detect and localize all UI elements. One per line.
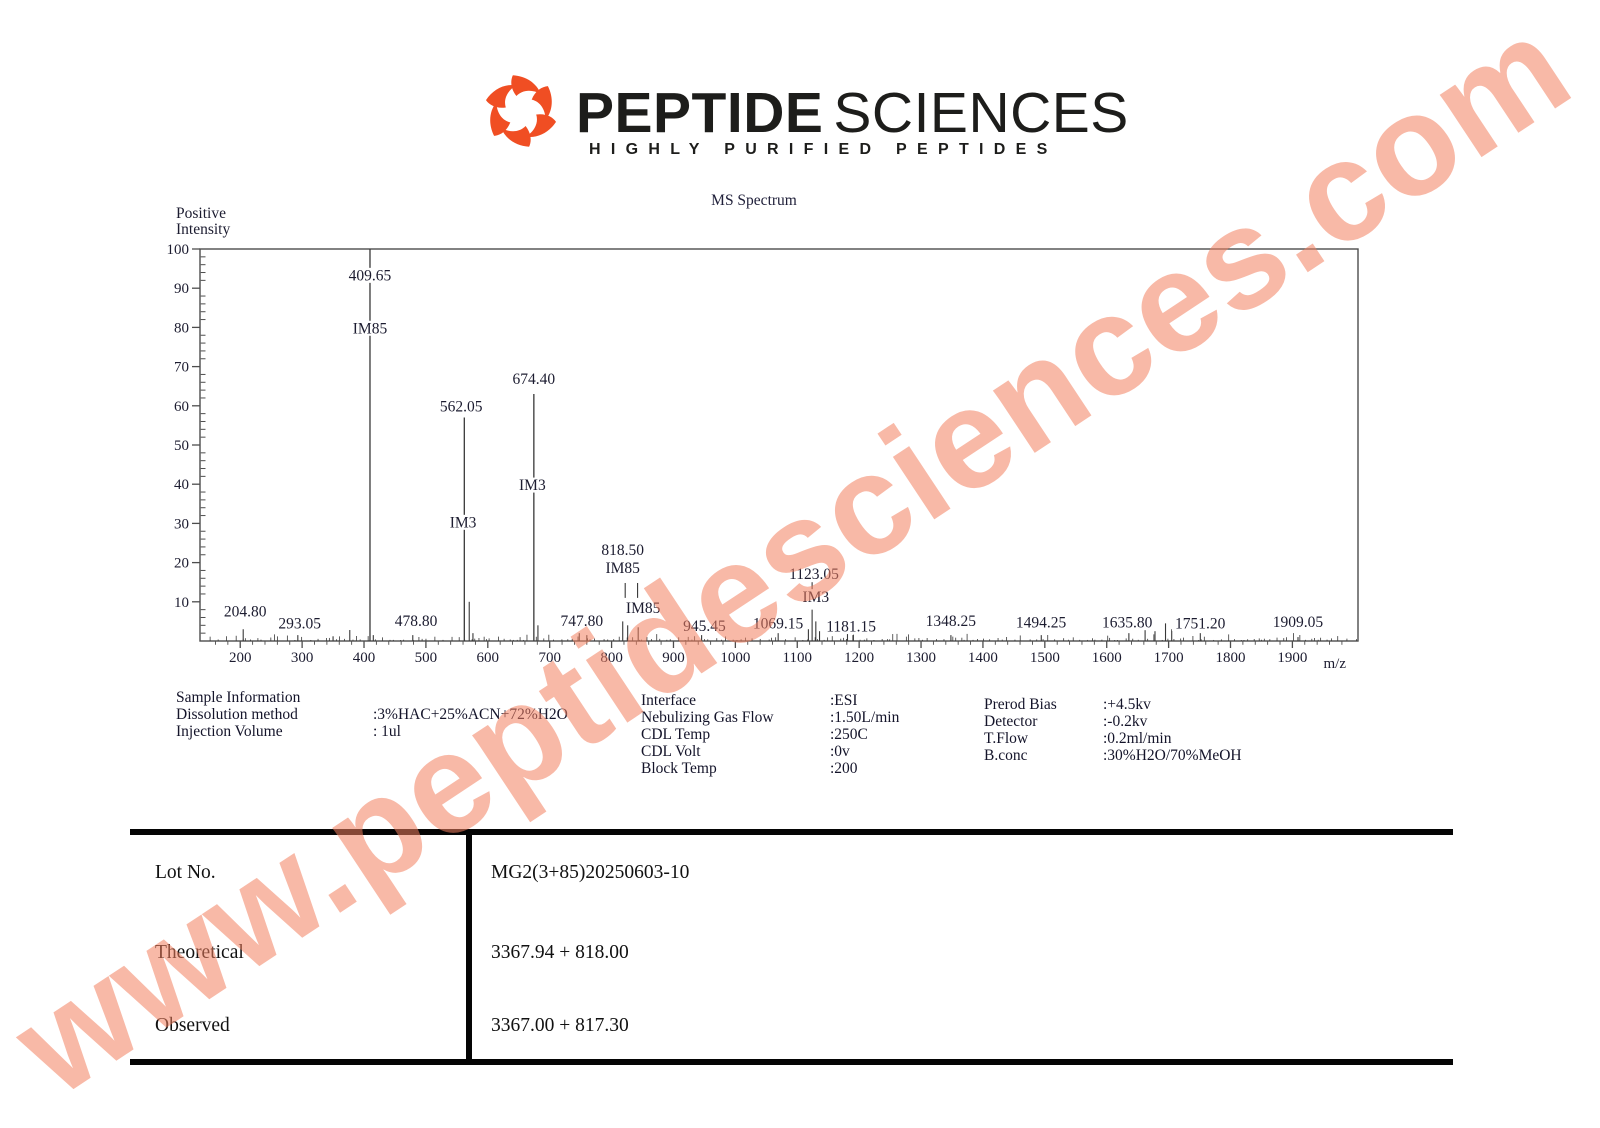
svg-text:40: 40 (174, 477, 189, 493)
observed-label: Observed (155, 1015, 230, 1036)
brand-title: PEPTIDE SCIENCES (576, 80, 1129, 146)
info-row: Detector :-0.2kv (984, 713, 1148, 730)
svg-text:674.40: 674.40 (513, 371, 556, 388)
svg-text:1909.05: 1909.05 (1273, 614, 1324, 631)
svg-text:1400: 1400 (968, 650, 998, 666)
sample-information-block: Sample Information Dissolution method :3… (176, 689, 568, 740)
instrument-params-block: Interface :ESI Nebulizing Gas Flow :1.50… (641, 692, 899, 777)
svg-text:80: 80 (174, 320, 189, 336)
svg-text:1348.25: 1348.25 (926, 613, 977, 630)
svg-text:Positive: Positive (176, 205, 226, 222)
info-row: Prerod Bias :+4.5kv (984, 696, 1151, 713)
table-column-divider (466, 835, 472, 1059)
brand-title-primary: PEPTIDE (576, 81, 824, 145)
info-row: Dissolution method :3%HAC+25%ACN+72%H2O (176, 706, 568, 723)
info-row: Block Temp :200 (641, 760, 858, 777)
svg-text:IM3: IM3 (802, 589, 829, 606)
svg-text:409.65: 409.65 (349, 267, 392, 284)
svg-text:100: 100 (167, 242, 190, 258)
info-row: Nebulizing Gas Flow :1.50L/min (641, 709, 900, 726)
results-table: Lot No. MG2(3+85)20250603-10 Theoretical… (130, 829, 1453, 1065)
svg-text:700: 700 (538, 650, 561, 666)
info-row: CDL Temp :250C (641, 726, 868, 743)
svg-text:600: 600 (477, 650, 500, 666)
svg-text:IM3: IM3 (450, 514, 477, 531)
svg-text:293.05: 293.05 (278, 615, 321, 632)
info-row: Interface :ESI (641, 692, 858, 709)
peptide-sciences-swirl-icon (482, 75, 560, 150)
svg-text:1751.20: 1751.20 (1175, 615, 1226, 632)
svg-text:60: 60 (174, 399, 189, 415)
svg-text:IM85: IM85 (605, 560, 640, 577)
svg-text:478.80: 478.80 (395, 613, 438, 630)
svg-text:1000: 1000 (720, 650, 750, 666)
svg-text:300: 300 (291, 650, 314, 666)
svg-text:70: 70 (174, 360, 189, 376)
svg-text:500: 500 (415, 650, 438, 666)
svg-text:IM3: IM3 (519, 477, 546, 494)
svg-text:IM85: IM85 (626, 600, 661, 617)
svg-text:204.80: 204.80 (224, 604, 267, 621)
svg-text:Intensity: Intensity (176, 221, 230, 238)
svg-text:1700: 1700 (1154, 650, 1184, 666)
svg-text:90: 90 (174, 281, 189, 297)
info-row: T.Flow :0.2ml/min (984, 730, 1172, 747)
svg-text:1635.80: 1635.80 (1102, 615, 1153, 632)
svg-text:1494.25: 1494.25 (1016, 615, 1067, 632)
svg-text:747.80: 747.80 (561, 613, 604, 630)
svg-text:562.05: 562.05 (440, 399, 483, 416)
svg-text:1500: 1500 (1030, 650, 1060, 666)
brand-tagline: HIGHLY PURIFIED PEPTIDES (589, 141, 1058, 158)
svg-text:200: 200 (229, 650, 252, 666)
svg-text:1181.15: 1181.15 (826, 619, 876, 636)
svg-text:400: 400 (353, 650, 376, 666)
theoretical-label: Theoretical (155, 942, 244, 963)
svg-text:1900: 1900 (1277, 650, 1307, 666)
svg-text:1600: 1600 (1092, 650, 1122, 666)
observed-value: 3367.00 + 817.30 (491, 1015, 629, 1036)
svg-text:20: 20 (174, 556, 189, 572)
svg-text:1800: 1800 (1216, 650, 1246, 666)
svg-text:1123.05: 1123.05 (789, 566, 839, 583)
svg-text:1069.15: 1069.15 (753, 615, 804, 632)
info-row: Injection Volume : 1ul (176, 723, 401, 740)
svg-text:MS Spectrum: MS Spectrum (711, 192, 797, 209)
svg-text:945.45: 945.45 (683, 618, 726, 635)
sample-info-header: Sample Information (176, 689, 301, 706)
info-row: CDL Volt :0v (641, 743, 850, 760)
lot-no-value: MG2(3+85)20250603-10 (491, 862, 690, 883)
svg-text:10: 10 (174, 595, 189, 611)
brand-title-secondary: SCIENCES (833, 81, 1129, 145)
lot-no-label: Lot No. (155, 862, 216, 883)
svg-text:50: 50 (174, 438, 189, 454)
svg-text:1100: 1100 (783, 650, 812, 666)
svg-text:m/z: m/z (1324, 656, 1347, 672)
info-row: B.conc :30%H2O/70%MeOH (984, 747, 1242, 764)
svg-text:1300: 1300 (906, 650, 936, 666)
svg-text:800: 800 (600, 650, 623, 666)
theoretical-value: 3367.94 + 818.00 (491, 942, 629, 963)
svg-text:IM85: IM85 (353, 320, 388, 337)
svg-text:1200: 1200 (844, 650, 874, 666)
detector-params-block: Prerod Bias :+4.5kv Detector :-0.2kv T.F… (984, 696, 1242, 764)
svg-text:818.50: 818.50 (601, 542, 644, 559)
svg-text:900: 900 (662, 650, 685, 666)
svg-text:30: 30 (174, 516, 189, 532)
